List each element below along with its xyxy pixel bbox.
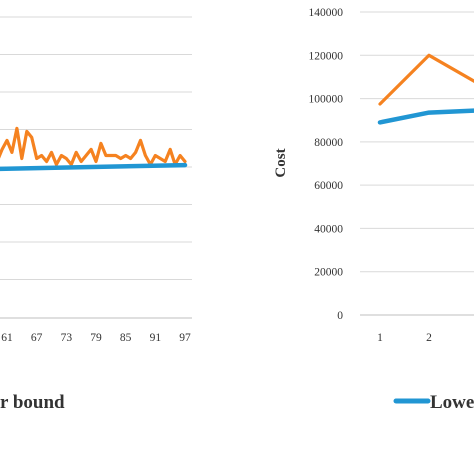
left-series-lower-bound-line — [0, 162, 188, 172]
right-series-lines — [377, 53, 474, 125]
left-x-tick-label: 61 — [1, 332, 13, 344]
left-x-tick-label: 85 — [120, 332, 132, 344]
right-legend: Lowe — [393, 392, 474, 413]
left-x-tick-label: 73 — [61, 332, 73, 344]
right-series-orange-line — [378, 53, 474, 106]
left-x-tick-label: 97 — [179, 332, 191, 344]
right-y-tick-label: 100000 — [309, 94, 344, 106]
left-x-tick-label: 79 — [90, 332, 102, 344]
right-y-tick-label: 80000 — [314, 137, 343, 149]
right-legend-label: Lowe — [430, 392, 474, 413]
right-y-tick-label: 120000 — [309, 50, 344, 62]
right-y-tick-label: 40000 — [314, 223, 343, 235]
left-legend-label: r bound — [0, 392, 65, 413]
left-gridlines — [0, 16, 192, 280]
left-legend: r bound — [0, 392, 65, 413]
left-chart: 61 67 73 79 85 91 97 r bound — [0, 16, 192, 413]
right-series-lower-bound-line — [377, 108, 474, 125]
right-x-tick-label: 2 — [426, 332, 432, 344]
right-gridlines — [360, 11, 474, 273]
left-x-tick-labels: 61 67 73 79 85 91 97 — [1, 332, 191, 344]
left-x-tick-label: 67 — [31, 332, 43, 344]
right-x-tick-label: 1 — [377, 332, 383, 344]
right-y-tick-label: 20000 — [314, 267, 343, 279]
left-x-tick-label: 91 — [150, 332, 162, 344]
left-series-orange-line — [0, 126, 187, 167]
right-x-tick-labels: 123 — [377, 332, 432, 344]
right-chart: Cost 0 20000 40000 60000 80000 100000 120000 14… — [273, 7, 474, 413]
right-y-tick-label: 0 — [337, 310, 343, 322]
left-series-lines — [0, 126, 188, 172]
right-y-tick-label: 140000 — [309, 7, 344, 19]
right-y-axis-title: Cost — [273, 148, 289, 177]
right-y-tick-labels: 0 20000 40000 60000 80000 100000 120000 140000 — [309, 7, 344, 322]
right-y-tick-label: 60000 — [314, 180, 343, 192]
